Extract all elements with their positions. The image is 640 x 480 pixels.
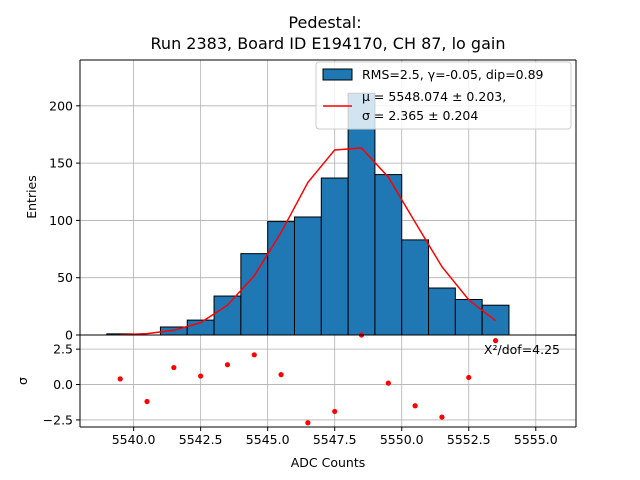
histogram-bar-5 — [240, 253, 269, 336]
residual-point-6 — [278, 372, 284, 378]
legend-bar-swatch — [322, 68, 353, 81]
chi2-annotation: X²/dof=4.25 — [484, 342, 560, 357]
legend-hist-label: RMS=2.5, γ=-0.05, dip=0.89 — [362, 67, 544, 82]
ticks: 5540.0 5542.5 5545.0 5547.5 5550.0 5552.5 5555… — [43, 98, 558, 447]
y-axis-label-top: Entries — [24, 175, 39, 219]
x-tick-label-2: 5545.0 — [246, 432, 290, 447]
y-top-tick-label-3: 150 — [49, 156, 73, 171]
y-top-tick-label-2: 100 — [49, 213, 73, 228]
fit-curve-group — [120, 147, 497, 336]
residual-point-11 — [412, 403, 418, 409]
y-top-tick-label-1: 50 — [57, 270, 73, 285]
histogram-bar-9 — [347, 92, 376, 336]
residual-point-7 — [305, 420, 311, 426]
x-tick-label-6: 5555.0 — [514, 432, 558, 447]
residual-point-1 — [144, 398, 150, 405]
residual-point-2 — [171, 364, 177, 371]
histogram-bar-11 — [401, 239, 430, 336]
y-bottom-tick-label-0: −2.5 — [43, 412, 73, 427]
y-top-tick-label-4: 200 — [49, 98, 73, 113]
x-tick-label-3: 5547.5 — [313, 432, 357, 447]
histogram-bar-4 — [213, 295, 242, 336]
histogram-bar-12 — [428, 287, 456, 336]
legend-frame — [315, 61, 572, 130]
residual-point-3 — [198, 373, 204, 379]
x-tick-label-0: 5540.0 — [112, 432, 156, 447]
histogram-bar-8 — [320, 177, 349, 336]
chart-title-line1: Pedestal: — [288, 13, 361, 32]
chart-title-line2: Run 2383, Board ID E194170, CH 87, lo ga… — [151, 34, 506, 53]
x-tick-label-4: 5550.0 — [380, 432, 424, 447]
histogram-bar-13 — [454, 298, 483, 336]
residual-points — [117, 332, 499, 426]
legend-fit-label-line1: μ = 5548.074 ± 0.203, — [362, 89, 506, 104]
residual-point-8 — [332, 408, 338, 415]
y-bottom-tick-label-1: 0.0 — [53, 377, 73, 392]
y-top-tick-label-0: 0 — [65, 328, 73, 343]
residual-point-0 — [117, 376, 123, 382]
x-tick-label-5: 5552.5 — [447, 432, 491, 447]
x-axis-label: ADC Counts — [291, 455, 366, 470]
legend-fit-label-line2: σ = 2.365 ± 0.204 — [362, 108, 478, 123]
y-axis-label-bottom: σ — [15, 377, 30, 385]
residual-point-10 — [385, 380, 391, 386]
residual-point-5 — [251, 352, 257, 358]
fit-curve — [120, 147, 497, 336]
histogram-bar-6 — [267, 221, 295, 336]
residual-point-12 — [439, 414, 445, 420]
y-bottom-tick-label-2: 2.5 — [53, 342, 73, 357]
legend: RMS=2.5, γ=-0.05, dip=0.89 μ = 5548.074 … — [315, 61, 572, 130]
residual-point-13 — [466, 374, 472, 381]
histogram-bar-10 — [374, 174, 403, 336]
bottom-grid — [80, 335, 576, 427]
histogram-bar-7 — [293, 216, 322, 336]
residual-point-4 — [224, 362, 231, 368]
residual-point-14 — [492, 338, 499, 344]
x-tick-label-1: 5542.5 — [179, 432, 223, 447]
